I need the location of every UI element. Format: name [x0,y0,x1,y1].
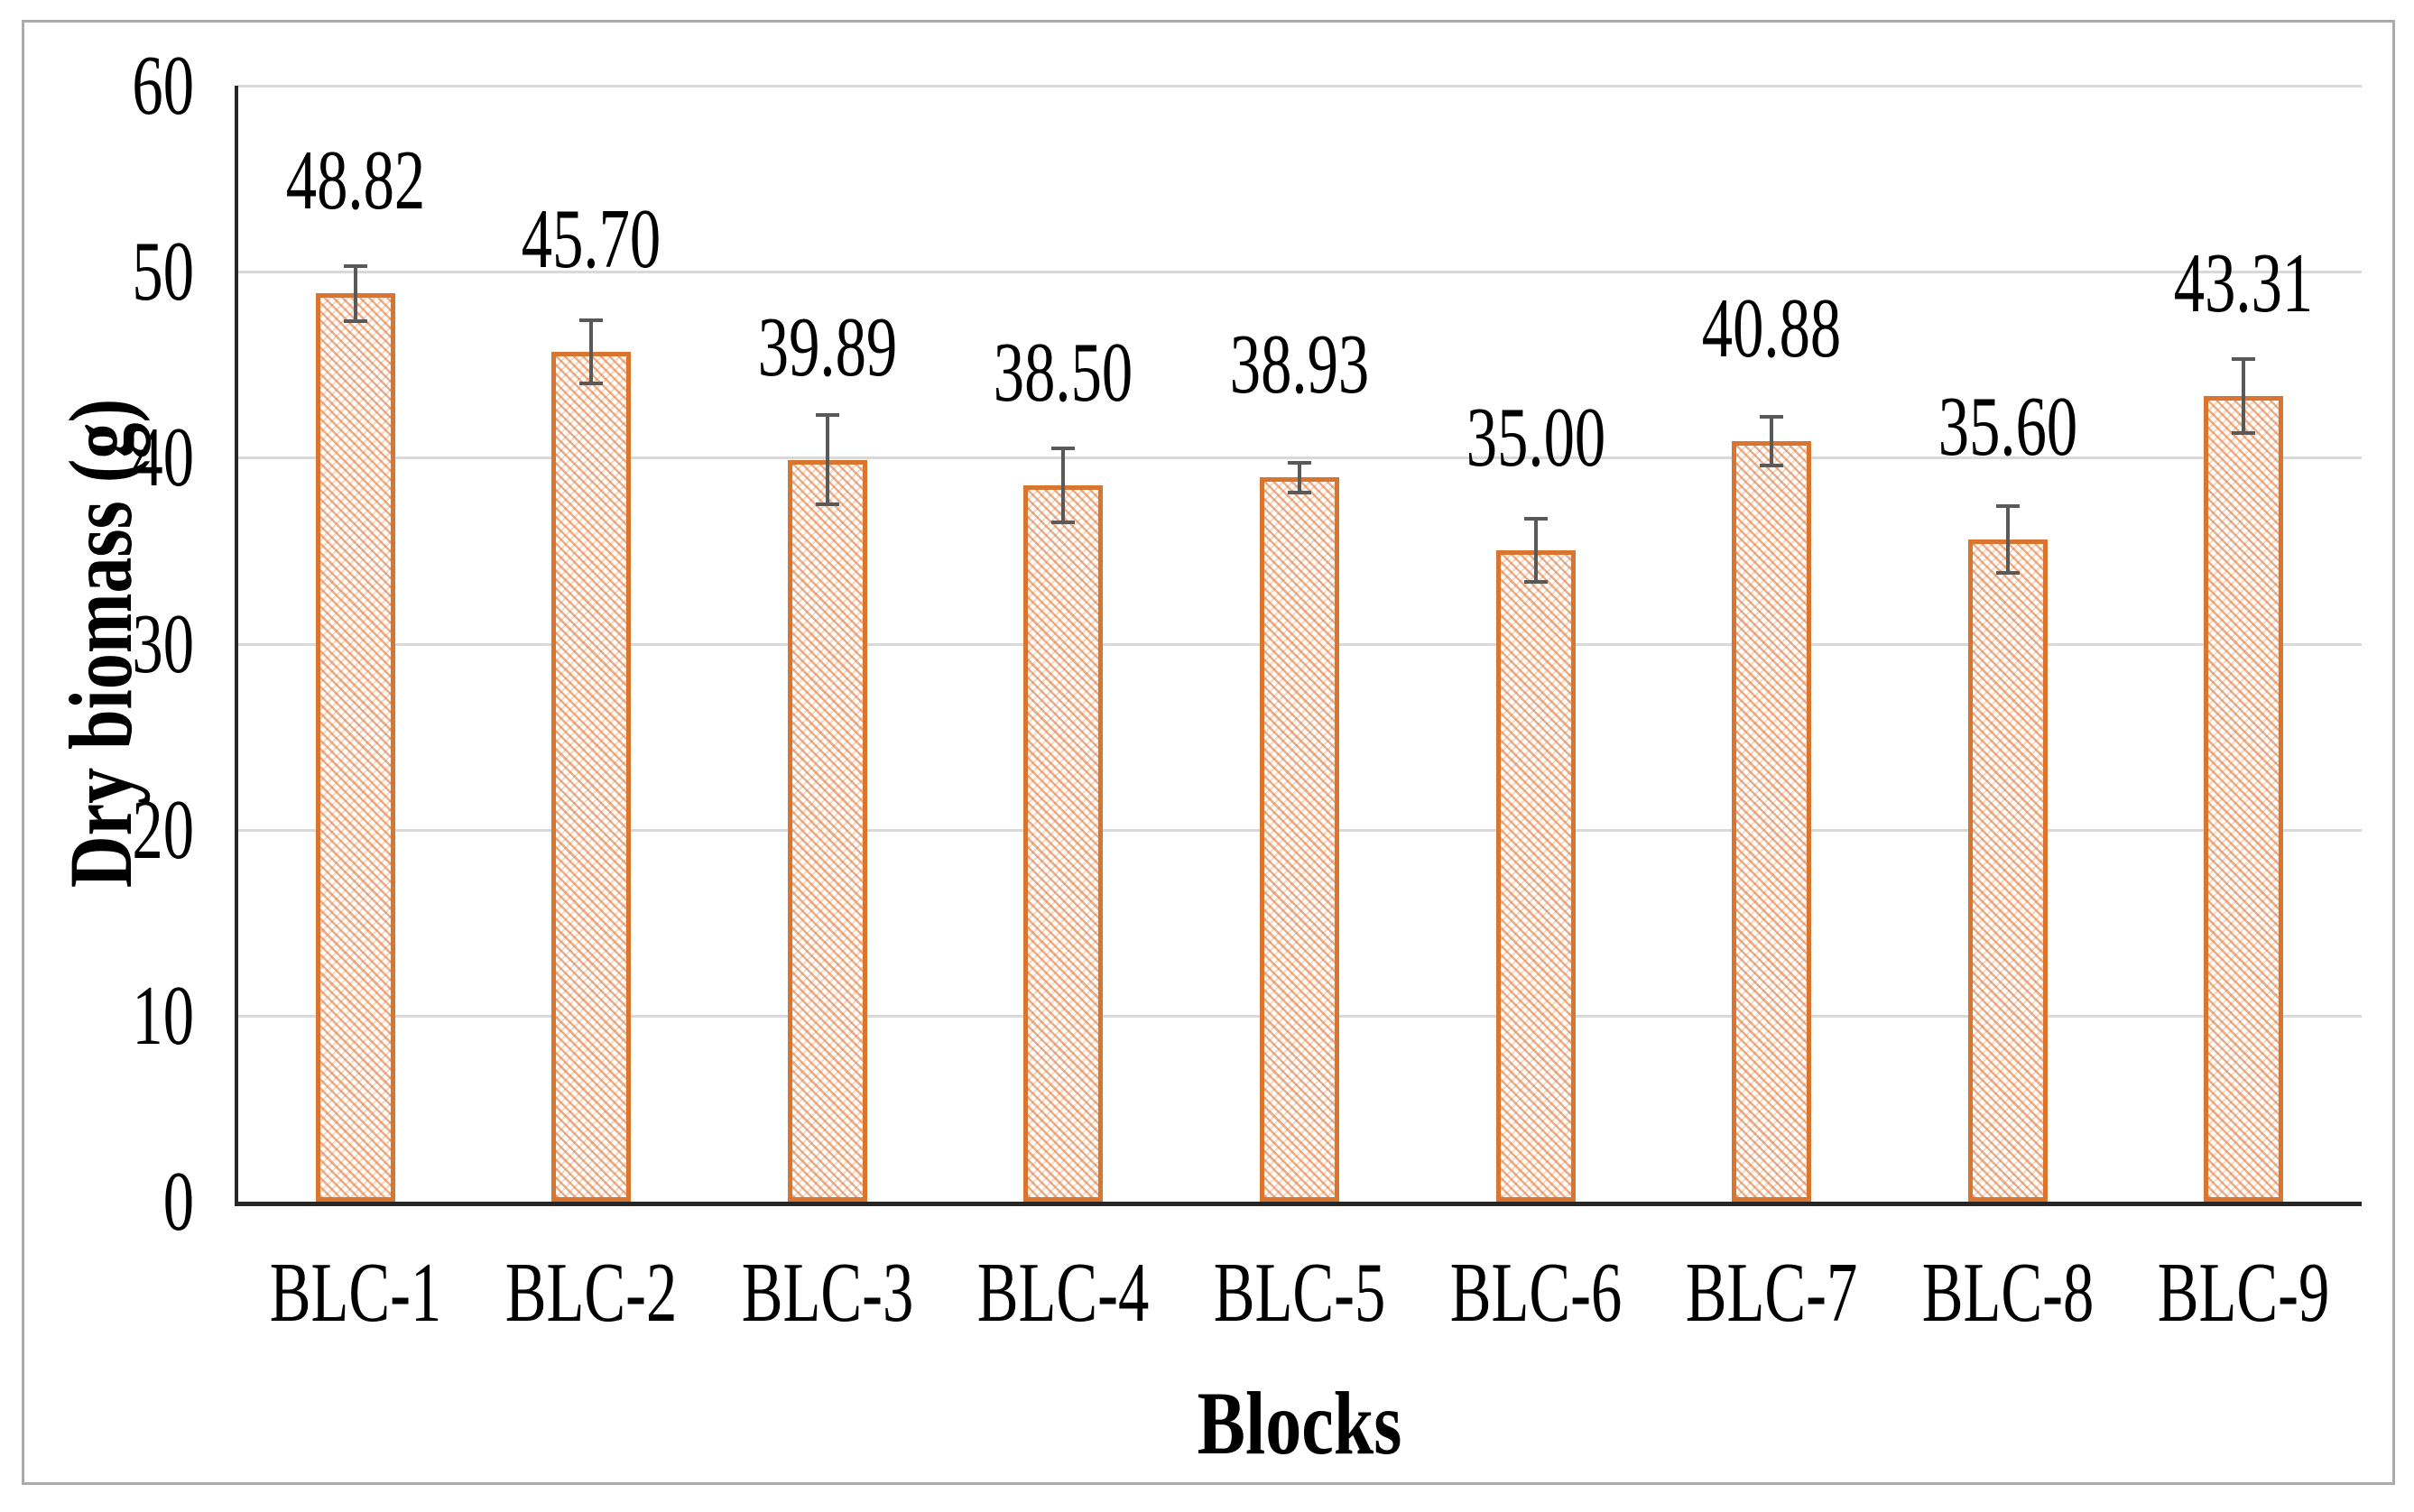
y-tick-label: 10 [132,969,194,1063]
bar [316,293,395,1202]
x-tick-label: BLC-8 [1921,1246,2095,1340]
bar-value-label: 38.50 [993,326,1133,419]
bar-value-label: 35.00 [1466,391,1606,484]
error-bar-cap [816,502,839,506]
gridline [237,456,2362,459]
error-bar [2006,506,2010,573]
error-bar-cap [2232,431,2255,435]
bar-value-label: 35.60 [1938,380,2078,474]
y-tick-label: 0 [162,1155,194,1249]
error-bar-cap [816,413,839,417]
error-bar [589,320,593,383]
error-bar [826,415,829,504]
error-bar-cap [579,382,603,385]
y-tick-label: 50 [132,225,194,318]
x-tick-label: BLC-4 [976,1246,1150,1340]
error-bar [1298,463,1301,493]
bar-value-label: 38.93 [1229,318,1370,411]
error-bar-cap [2232,357,2255,361]
error-bar [1534,519,1538,582]
x-tick-label: BLC-2 [504,1246,678,1340]
error-bar [2242,359,2245,433]
error-bar-cap [1760,415,1783,419]
y-tick-label: 60 [132,39,194,133]
plot-area: 0 10 20 30 40 50 60 48.82 BLC-1 45.70 BLC-2 39.89 BL… [24,23,2392,1482]
x-tick-label: BLC-1 [269,1246,442,1340]
error-bar-cap [344,319,367,323]
x-axis-line [235,1202,2362,1206]
bar [1496,550,1576,1202]
y-tick-label: 40 [132,410,194,504]
error-bar-cap [1996,504,2020,508]
error-bar-cap [1288,461,1311,465]
x-tick-label: BLC-3 [741,1246,914,1340]
x-axis-title: Blocks [1197,1373,1402,1473]
bar-value-label: 40.88 [1701,281,1842,375]
error-bar-cap [1524,580,1548,584]
y-tick-label: 30 [132,597,194,691]
y-tick-label: 20 [132,783,194,877]
figure-frame: 0 10 20 30 40 50 60 48.82 BLC-1 45.70 BLC-2 39.89 BL… [22,20,2395,1485]
error-bar-cap [344,264,367,268]
error-bar [1061,448,1065,522]
bar [1260,477,1339,1202]
bar [788,460,867,1202]
y-axis-title: Dry biomass (g) [51,398,151,889]
bar-value-label: 39.89 [757,300,898,394]
bar [1968,539,2048,1202]
gridline [237,271,2362,273]
x-tick-label: BLC-7 [1685,1246,1858,1340]
bar [1732,441,1811,1202]
error-bar [1770,417,1773,466]
error-bar [354,266,357,322]
error-bar-cap [1996,571,2020,575]
gridline [237,85,2362,88]
error-bar-cap [1051,521,1075,524]
y-axis-line [235,86,238,1205]
error-bar-cap [1760,464,1783,467]
bar [2204,396,2283,1202]
x-tick-label: BLC-5 [1213,1246,1386,1340]
bar-value-label: 45.70 [521,192,661,286]
bar [1023,485,1103,1202]
x-tick-label: BLC-6 [1449,1246,1623,1340]
bar-value-label: 43.31 [2173,236,2314,330]
bar [551,352,631,1202]
error-bar-cap [1051,447,1075,450]
x-tick-label: BLC-9 [2157,1246,2330,1340]
error-bar-cap [579,318,603,322]
error-bar-cap [1288,491,1311,494]
error-bar-cap [1524,517,1548,521]
bar-value-label: 48.82 [285,134,426,227]
